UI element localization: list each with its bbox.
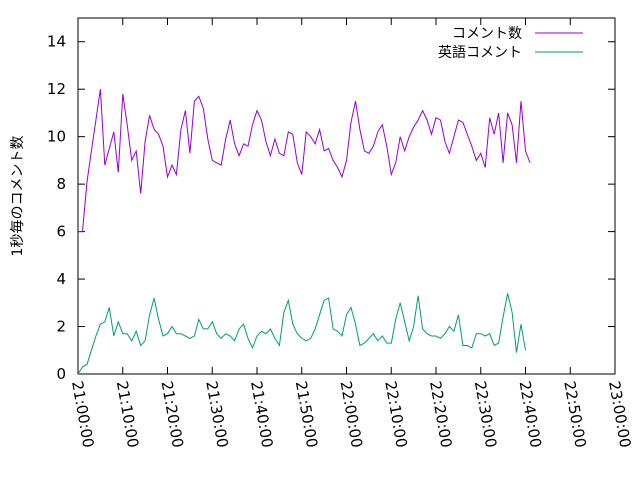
x-tick-label: 21:10:00 [113,380,142,449]
legend-label-1: コメント数 [452,26,522,42]
y-tick-label: 14 [47,33,66,51]
y-tick-label: 12 [47,80,66,98]
x-tick-label: 21:40:00 [247,380,276,449]
y-axis-title: 1秒毎のコメント数 [10,136,26,257]
x-axis: 21:00:00 21:10:00 21:20:00 21:30:00 21:40:00… [68,18,634,449]
x-tick-label: 22:20:00 [426,380,455,449]
y-tick-label: 2 [56,318,66,336]
x-tick-label: 22:30:00 [471,380,500,449]
x-tick-label: 21:00:00 [68,380,97,449]
legend-label-2: 英語コメント [438,44,522,61]
series-line-2 [77,293,526,375]
x-tick-label: 22:50:00 [560,380,589,449]
y-axis: 0 2 4 6 8 10 12 14 [47,33,615,383]
x-tick-label: 21:50:00 [292,380,321,449]
y-tick-label: 6 [56,223,66,241]
y-tick-label: 0 [56,365,66,383]
y-tick-label: 8 [56,175,66,193]
x-tick-label: 22:10:00 [381,380,410,449]
x-tick-label: 22:00:00 [337,380,366,449]
y-tick-label: 4 [56,270,66,288]
y-tick-label: 10 [47,128,66,146]
x-tick-label: 21:30:00 [202,380,231,449]
x-tick-label: 21:20:00 [158,380,187,449]
series-layer [77,89,531,375]
series-line-1 [78,89,531,233]
x-tick-label: 23:00:00 [605,380,634,449]
x-tick-label: 22:40:00 [516,380,545,449]
